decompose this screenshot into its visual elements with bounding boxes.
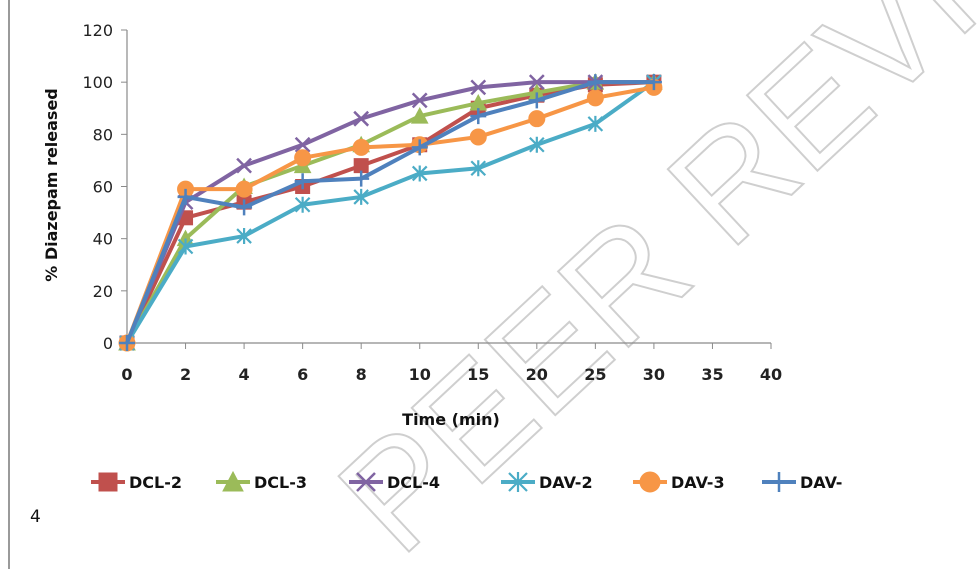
page-number-fragment: 4: [30, 507, 41, 527]
data-point-dcl-2: [353, 158, 369, 174]
y-tick-label: 120: [82, 21, 113, 40]
data-point-dav-2: [236, 228, 252, 245]
x-tick-label: 40: [760, 365, 782, 384]
legend-label: DCL-2: [129, 473, 182, 492]
y-tick-label: 0: [103, 334, 113, 353]
x-tick-label: 10: [409, 365, 431, 384]
series-line-dcl-4: [125, 80, 654, 344]
data-point-dcl-4: [411, 92, 428, 109]
x-tick-label: 6: [297, 365, 308, 384]
data-point-dav: [528, 92, 545, 109]
data-point-dav-2: [411, 165, 428, 182]
x-tick-label: 2: [180, 365, 191, 384]
data-point-dcl-3: [410, 107, 429, 124]
data-point-dav: [470, 108, 487, 125]
series-line-dav-2: [125, 80, 656, 345]
data-point-dav-2: [353, 188, 369, 205]
data-point-dav-3: [528, 110, 546, 128]
series-group: [118, 73, 663, 352]
x-axis-title: Time (min): [402, 410, 500, 429]
data-point-dav-3: [586, 89, 604, 107]
data-point-dav-3: [352, 138, 370, 156]
data-point-dav-3: [294, 149, 312, 167]
y-tick-label: 100: [82, 73, 113, 92]
data-point-dcl-4: [353, 110, 370, 127]
y-tick-label: 60: [93, 178, 113, 197]
legend-label: DAV-: [800, 473, 842, 492]
legend-label: DCL-3: [254, 473, 307, 492]
data-point-dav-2: [177, 238, 194, 255]
data-point-dav: [294, 173, 311, 190]
data-point-dcl-4: [294, 136, 311, 153]
data-point-dcl-4: [470, 79, 487, 96]
y-tick-label: 40: [93, 230, 113, 249]
legend-item-dav-2: DAV-2: [501, 472, 593, 492]
y-tick-label: 20: [93, 282, 113, 301]
series-dav: [119, 74, 662, 351]
legend-item-dcl-4: DCL-4: [349, 472, 440, 492]
x-tick-label: 35: [701, 365, 723, 384]
legend-item-dav: DAV-: [762, 472, 842, 492]
y-axis-ticks: 0 20 40 60 80 100 120: [82, 21, 127, 353]
data-point-dav-3: [235, 180, 253, 198]
legend-marker-dav: [769, 472, 789, 492]
legend-marker-dcl-2: [98, 472, 118, 492]
data-point-dav-2: [587, 115, 604, 132]
y-axis-title: % Diazepam released: [42, 88, 61, 282]
data-point-dav-2: [470, 160, 487, 177]
x-tick-label: 20: [526, 365, 548, 384]
data-point-dcl-4: [236, 157, 252, 174]
series-line-dav-3: [125, 85, 655, 344]
data-point-dav: [177, 188, 194, 205]
legend-marker-dcl-4: [356, 472, 376, 492]
legend-label: DAV-3: [671, 473, 725, 492]
legend-item-dav-3: DAV-3: [633, 471, 725, 493]
y-tick-label: 80: [93, 125, 113, 144]
legend-item-dcl-3: DCL-3: [216, 470, 307, 492]
series-line-dav: [125, 80, 654, 344]
data-point-dav-3: [469, 128, 487, 146]
data-point-dav: [645, 74, 662, 91]
legend-label: DAV-2: [539, 473, 593, 492]
data-point-dav-2: [294, 196, 311, 213]
legend-marker-dav-2: [508, 472, 528, 492]
x-tick-label: 0: [121, 365, 132, 384]
series-line-dcl-3: [125, 80, 654, 344]
legend-marker-dcl-3: [222, 470, 244, 492]
data-point-dav: [353, 170, 370, 187]
legend: DCL-2 DCL-3 DCL-4 DAV-2 DAV-3 DAV-: [91, 470, 842, 493]
page-left-rule: [8, 0, 10, 569]
x-tick-label: 30: [643, 365, 665, 384]
data-point-dav: [236, 199, 253, 216]
x-tick-label: 4: [239, 365, 250, 384]
x-tick-label: 15: [467, 365, 489, 384]
data-point-dav: [587, 74, 604, 91]
data-point-dav: [411, 139, 428, 156]
x-tick-label: 8: [356, 365, 367, 384]
legend-label: DCL-4: [387, 473, 440, 492]
legend-item-dcl-2: DCL-2: [91, 472, 182, 492]
x-tick-label: 25: [584, 365, 606, 384]
data-point-dcl-4: [528, 74, 545, 91]
data-point-dav: [119, 335, 135, 351]
data-point-dav-2: [529, 136, 545, 153]
legend-marker-dav-3: [639, 471, 661, 493]
